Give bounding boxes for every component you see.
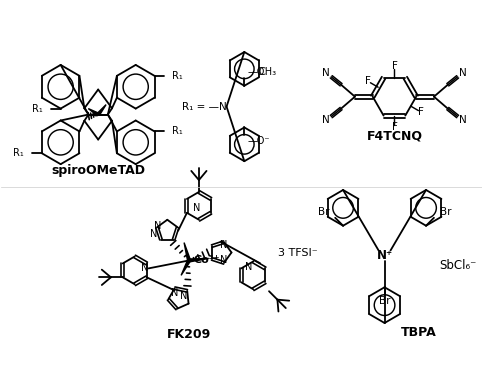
Text: F: F [365, 76, 371, 86]
Text: N: N [154, 221, 161, 231]
Text: N: N [220, 255, 227, 266]
Text: R₁: R₁ [172, 71, 183, 81]
Text: N: N [459, 116, 467, 126]
Text: spiroOMeTAD: spiroOMeTAD [51, 164, 145, 177]
Text: N: N [220, 240, 227, 249]
Text: F: F [392, 123, 397, 132]
Polygon shape [97, 105, 106, 116]
Text: CH₃: CH₃ [258, 67, 276, 77]
Text: N: N [150, 229, 157, 239]
Text: N: N [244, 263, 252, 272]
Text: N⁺: N⁺ [376, 249, 393, 262]
Text: FK209: FK209 [167, 328, 211, 341]
Text: Br: Br [379, 296, 390, 306]
Text: N: N [180, 291, 188, 301]
Polygon shape [184, 243, 190, 261]
Text: Co³⁺: Co³⁺ [194, 255, 221, 266]
Polygon shape [181, 260, 190, 275]
Text: R₁: R₁ [172, 126, 183, 137]
Text: SbCl₆⁻: SbCl₆⁻ [439, 259, 476, 272]
Text: Br: Br [318, 207, 329, 217]
Text: F: F [418, 107, 424, 117]
Text: —O: —O [247, 67, 264, 77]
Text: N: N [170, 288, 178, 298]
Text: —O⁻: —O⁻ [247, 137, 270, 146]
Text: F4TCNQ: F4TCNQ [366, 130, 422, 143]
Text: Br: Br [440, 207, 451, 217]
Text: R₁: R₁ [32, 104, 43, 114]
Text: N: N [141, 263, 148, 273]
Text: N: N [193, 203, 201, 213]
Text: F: F [392, 61, 397, 71]
Text: N: N [459, 68, 467, 78]
Text: R₁: R₁ [13, 148, 24, 158]
Polygon shape [189, 258, 209, 262]
Text: TBPA: TBPA [401, 327, 437, 340]
Text: 3 TFSI⁻: 3 TFSI⁻ [278, 248, 318, 258]
Polygon shape [88, 108, 99, 116]
Text: N: N [322, 116, 330, 126]
Text: N: N [322, 68, 330, 78]
Text: R₁ = —N: R₁ = —N [182, 102, 227, 111]
